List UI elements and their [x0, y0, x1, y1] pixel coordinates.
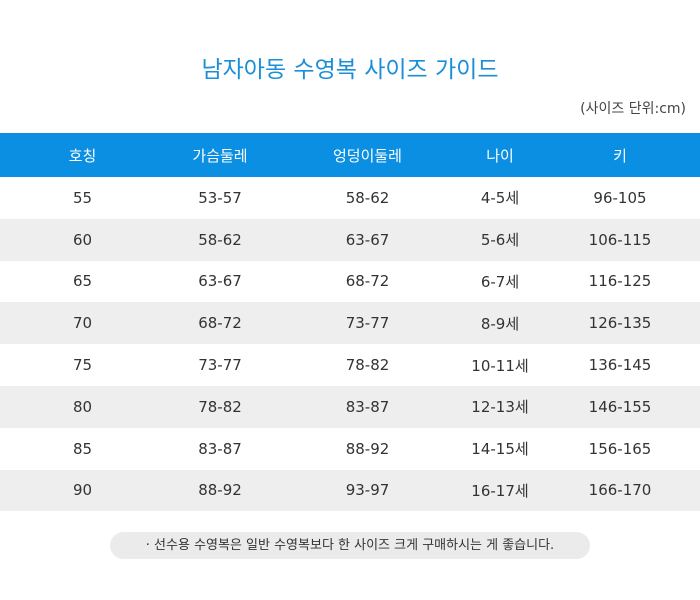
cell-chest: 88-92 [165, 469, 275, 512]
cell-age: 6-7세 [480, 272, 520, 291]
table-row: 85 83-87 88-92 14-15세 156-165 [0, 428, 700, 470]
cell-height: 156-165 [588, 439, 652, 458]
cell-hip: 63-67 [275, 218, 460, 261]
cell-hip: 78-82 [345, 356, 390, 375]
cell-size: 70 [0, 302, 165, 345]
header-size-label: 호칭 [0, 133, 165, 177]
cell-age: 8-9세 [460, 302, 540, 345]
cell-height: 146-155 [540, 385, 700, 428]
cell-height: 96-105 [593, 188, 647, 207]
cell-height: 166-170 [540, 469, 700, 512]
cell-height: 116-125 [588, 272, 652, 291]
unit-note: (사이즈 단위:cm) [580, 101, 686, 117]
cell-hip: 83-87 [275, 385, 460, 428]
cell-age: 12-13세 [460, 385, 540, 428]
cell-hip: 88-92 [345, 439, 390, 458]
cell-size: 80 [0, 385, 165, 428]
cell-chest: 68-72 [165, 302, 275, 345]
cell-chest: 78-82 [165, 385, 275, 428]
table-row: 80 78-82 83-87 12-13세 146-155 [0, 385, 700, 428]
cell-height: 126-135 [540, 302, 700, 345]
cell-height: 136-145 [588, 356, 652, 375]
size-table: 호칭 가슴둘레 엉덩이둘레 나이 키 55 53-57 58-62 4-5세 9… [0, 133, 700, 512]
cell-size: 55 [72, 188, 93, 207]
table-row: 65 63-67 68-72 6-7세 116-125 [0, 261, 700, 303]
cell-hip: 58-62 [345, 188, 390, 207]
cell-chest: 73-77 [198, 356, 242, 375]
cell-age: 16-17세 [460, 469, 540, 512]
cell-age: 10-11세 [471, 356, 529, 375]
cell-size: 60 [0, 218, 165, 261]
cell-age: 14-15세 [471, 440, 529, 459]
footnote: · 선수용 수영복은 일반 수영복보다 한 사이즈 크게 구매하시는 게 좋습니… [110, 532, 590, 559]
page-title: 남자아동 수영복 사이즈 가이드 [201, 57, 499, 83]
cell-age: 4-5세 [480, 189, 520, 208]
cell-chest: 83-87 [198, 439, 242, 458]
header-age: 나이 [460, 133, 540, 177]
table-row: 55 53-57 58-62 4-5세 96-105 [0, 177, 700, 219]
cell-hip: 73-77 [275, 302, 460, 345]
cell-chest: 53-57 [198, 188, 242, 207]
header-hip: 엉덩이둘레 [275, 133, 460, 177]
cell-age: 5-6세 [460, 218, 540, 261]
table-header-row: 호칭 가슴둘레 엉덩이둘레 나이 키 [0, 133, 700, 177]
cell-chest: 63-67 [198, 272, 242, 291]
table-row: 75 73-77 78-82 10-11세 136-145 [0, 344, 700, 386]
cell-size: 90 [0, 469, 165, 512]
table-row: 60 58-62 63-67 5-6세 106-115 [0, 218, 700, 261]
cell-size: 65 [72, 272, 93, 291]
header-chest: 가슴둘레 [165, 133, 275, 177]
cell-size: 75 [72, 356, 93, 375]
cell-hip: 93-97 [275, 469, 460, 512]
cell-hip: 68-72 [345, 272, 390, 291]
table-row: 70 68-72 73-77 8-9세 126-135 [0, 302, 700, 345]
cell-size: 85 [72, 439, 93, 458]
header-height: 키 [540, 133, 700, 177]
table-row: 90 88-92 93-97 16-17세 166-170 [0, 469, 700, 512]
cell-height: 106-115 [540, 218, 700, 261]
cell-chest: 58-62 [165, 218, 275, 261]
